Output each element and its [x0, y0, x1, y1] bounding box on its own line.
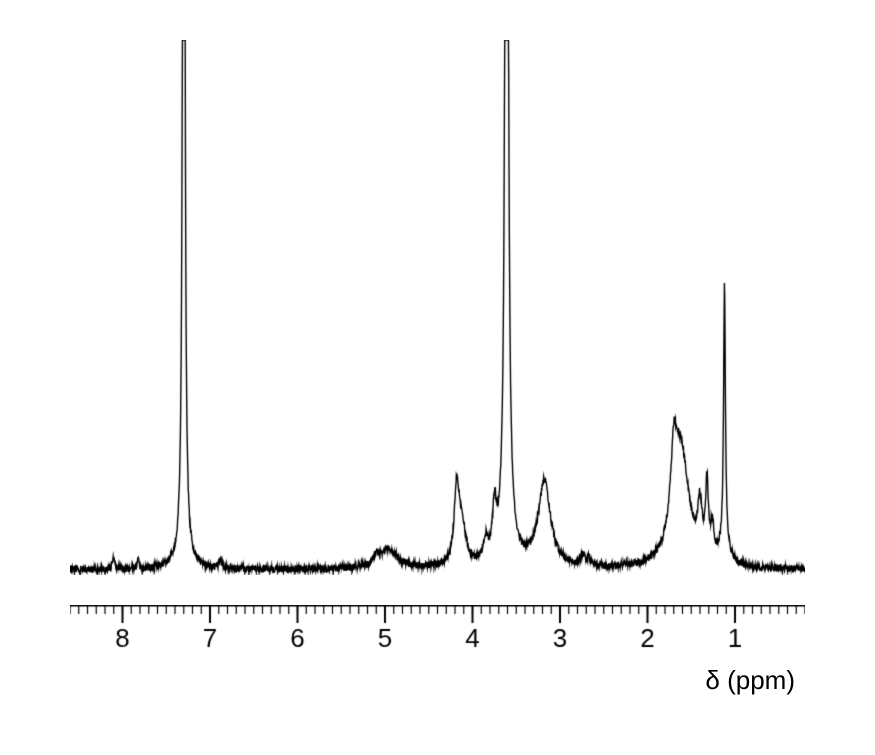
plot-area [70, 40, 805, 575]
x-axis-label: δ (ppm) [705, 665, 795, 696]
x-axis-canvas [70, 605, 805, 665]
x-axis-ruler [70, 605, 805, 665]
spectrum-canvas [70, 40, 805, 575]
nmr-figure: δ (ppm) [0, 0, 875, 755]
